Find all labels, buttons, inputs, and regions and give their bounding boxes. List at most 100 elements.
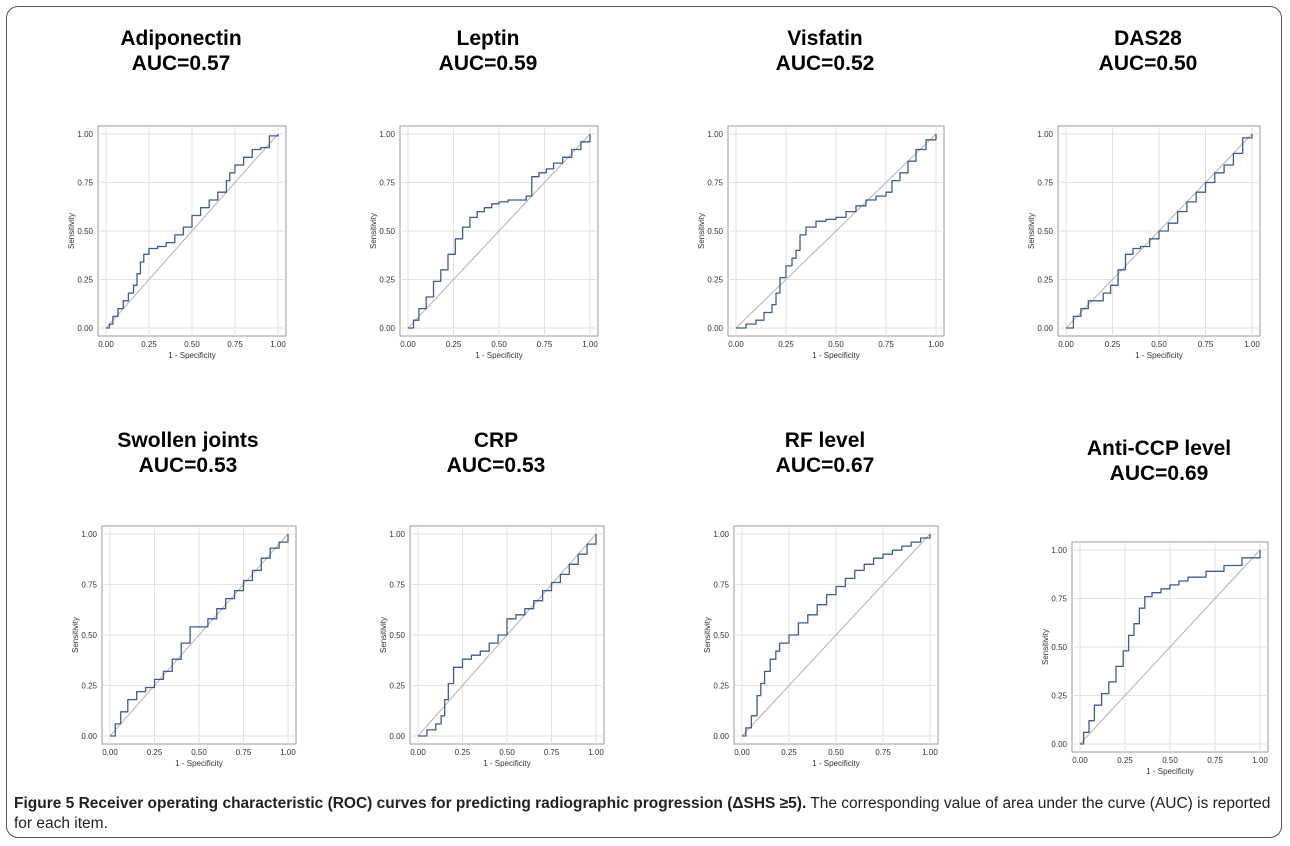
roc-curve-line	[110, 534, 289, 737]
x-tick-label: 1.00	[280, 748, 296, 757]
x-tick-label: 0.25	[141, 340, 157, 349]
roc-plot: 0.00 0.25 0.50 0.75 1.00 0.00 0.25 0.50 0.75 1.00…	[697, 125, 945, 360]
y-tick-label: 0.50	[77, 227, 93, 236]
reference-diagonal-line	[735, 133, 937, 329]
x-tick-label: 0.50	[491, 340, 507, 349]
x-tick-label: 0.00	[728, 340, 744, 349]
x-axis-label: 1 - Specificity	[1146, 767, 1194, 776]
x-tick-label: 1.00	[588, 748, 604, 757]
y-axis-label: Sensitivity	[67, 213, 76, 249]
y-tick-label: 0.75	[1037, 179, 1053, 188]
roc-panel: Adiponectin AUC=0.57 0.00 0.25 0.50 0.75 1.00 0…	[67, 26, 292, 366]
roc-panel: Swollen joints AUC=0.53 0.00 0.25 0.50 0.75 1.…	[71, 428, 302, 774]
x-tick-label: 0.50	[828, 340, 844, 349]
y-axis-label: Sensitivity	[369, 213, 378, 249]
y-tick-label: 0.50	[1051, 643, 1067, 652]
y-tick-label: 0.00	[379, 324, 395, 333]
x-tick-label: 0.00	[410, 748, 426, 757]
y-tick-label: 0.75	[389, 581, 405, 590]
x-axis-label: 1 - Specificity	[812, 759, 860, 768]
y-tick-label: 1.00	[707, 130, 723, 139]
x-axis-label: 1 - Specificity	[483, 759, 531, 768]
roc-plot: 0.00 0.25 0.50 0.75 1.00 0.00 0.25 0.50 0.75 1.00…	[379, 525, 605, 768]
y-tick-label: 0.00	[81, 732, 97, 741]
y-tick-label: 1.00	[379, 130, 395, 139]
roc-plot: 0.00 0.25 0.50 0.75 1.00 0.00 0.25 0.50 0.75 1.00…	[1041, 541, 1269, 776]
x-tick-label: 0.75	[1207, 756, 1223, 765]
auc-label: AUC=0.57	[131, 52, 231, 75]
x-tick-label: 0.50	[184, 340, 200, 349]
x-tick-label: 1.00	[922, 748, 938, 757]
roc-curve-line	[736, 134, 937, 329]
x-axis-label: 1 - Specificity	[168, 351, 216, 360]
y-tick-label: 0.25	[707, 276, 723, 285]
x-tick-label: 0.25	[1117, 756, 1133, 765]
x-tick-label: 0.50	[828, 748, 844, 757]
reference-diagonal-line	[1079, 549, 1261, 745]
x-tick-label: 0.25	[446, 340, 462, 349]
y-axis-label: Sensitivity	[703, 617, 712, 653]
roc-panel: DAS28 AUC=0.50 0.00 0.25 0.50 0.75 1.00 0.00 0.2…	[1027, 26, 1266, 366]
y-tick-label: 0.25	[81, 682, 97, 691]
x-axis-label: 1 - Specificity	[475, 351, 523, 360]
auc-label: AUC=0.50	[1098, 52, 1198, 75]
y-tick-label: 0.50	[81, 631, 97, 640]
x-tick-label: 0.75	[227, 340, 243, 349]
x-tick-label: 0.00	[1058, 340, 1074, 349]
chart-title: Swollen joints	[117, 429, 259, 452]
auc-label: AUC=0.69	[1109, 462, 1209, 485]
roc-curve-line	[408, 134, 591, 329]
y-axis-label: Sensitivity	[697, 213, 706, 249]
x-tick-label: 0.50	[499, 748, 515, 757]
x-tick-label: 0.00	[400, 340, 416, 349]
figure-frame	[6, 6, 1282, 838]
auc-label: AUC=0.53	[138, 454, 238, 477]
x-tick-label: 0.25	[147, 748, 163, 757]
x-tick-label: 1.00	[1244, 340, 1260, 349]
auc-label: AUC=0.52	[775, 52, 875, 75]
y-tick-label: 1.00	[1051, 546, 1067, 555]
y-tick-label: 0.75	[77, 179, 93, 188]
caption-text: The corresponding value of area under th…	[14, 795, 1271, 832]
y-tick-label: 0.00	[1051, 740, 1067, 749]
roc-curve-line	[1066, 134, 1253, 329]
x-tick-label: 0.25	[455, 748, 471, 757]
x-tick-label: 0.00	[1072, 756, 1088, 765]
y-tick-label: 0.75	[379, 179, 395, 188]
x-tick-label: 1.00	[582, 340, 598, 349]
roc-panel: RF level AUC=0.67 0.00 0.25 0.50 0.75 1.00 0.00…	[703, 428, 944, 774]
x-tick-label: 0.50	[191, 748, 207, 757]
reference-diagonal-line	[109, 533, 289, 737]
x-axis-label: 1 - Specificity	[812, 351, 860, 360]
y-tick-label: 0.75	[707, 179, 723, 188]
x-tick-label: 0.75	[537, 340, 553, 349]
y-tick-label: 0.25	[389, 682, 405, 691]
y-tick-label: 0.00	[389, 732, 405, 741]
y-tick-label: 0.50	[713, 631, 729, 640]
x-tick-label: 0.75	[878, 340, 894, 349]
y-tick-label: 1.00	[713, 530, 729, 539]
chart-title: Adiponectin	[120, 27, 242, 50]
x-axis-label: 1 - Specificity	[175, 759, 223, 768]
roc-plot: 0.00 0.25 0.50 0.75 1.00 0.00 0.25 0.50 0.75 1.00…	[369, 125, 599, 360]
y-tick-label: 0.00	[713, 732, 729, 741]
y-axis-label: Sensitivity	[1041, 629, 1050, 665]
x-tick-label: 0.25	[781, 748, 797, 757]
y-tick-label: 0.00	[1037, 324, 1053, 333]
roc-curve-line	[418, 534, 597, 737]
y-tick-label: 1.00	[77, 130, 93, 139]
y-tick-label: 1.00	[389, 530, 405, 539]
y-axis-label: Sensitivity	[71, 617, 80, 653]
x-tick-label: 0.00	[98, 340, 114, 349]
x-tick-label: 1.00	[928, 340, 944, 349]
chart-title: Anti-CCP level	[1086, 437, 1232, 460]
x-tick-label: 0.00	[102, 748, 118, 757]
y-tick-label: 0.50	[707, 227, 723, 236]
x-tick-label: 0.50	[1162, 756, 1178, 765]
roc-plot: 0.00 0.25 0.50 0.75 1.00 0.00 0.25 0.50 0.75 1.00…	[703, 525, 939, 768]
roc-panel: Visfatin AUC=0.52 0.00 0.25 0.50 0.75 1.00 0.00…	[697, 26, 950, 366]
x-tick-label: 0.75	[875, 748, 891, 757]
roc-curve-line	[742, 534, 931, 737]
y-tick-label: 0.25	[77, 276, 93, 285]
y-tick-label: 0.50	[379, 227, 395, 236]
